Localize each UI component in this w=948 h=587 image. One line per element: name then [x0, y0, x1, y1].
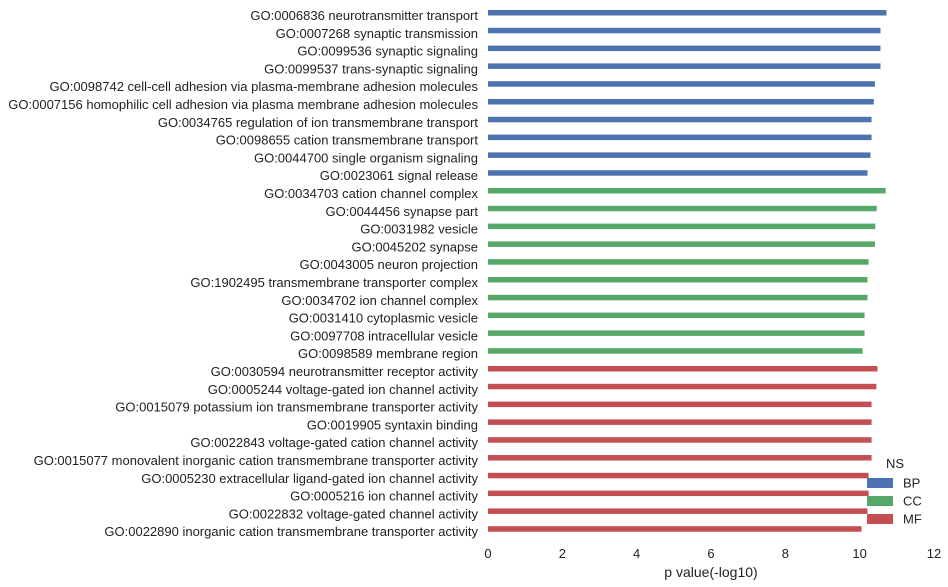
x-axis-title: p value(-log10)	[664, 564, 757, 580]
legend: NS BP CC MF	[867, 456, 922, 527]
x-tick-label: 4	[633, 546, 640, 561]
category-label: GO:0023061 signal release	[320, 168, 478, 183]
bar-cc	[488, 294, 868, 301]
category-label: GO:0034702 ion channel complex	[281, 293, 478, 308]
bars-group	[488, 10, 887, 532]
category-label: GO:0031982 vesicle	[360, 222, 478, 237]
bar-mf	[488, 437, 872, 443]
x-axis-ticks-group: 0 2 4 6 8 10 12	[484, 546, 941, 561]
category-label: GO:0007268 synaptic transmission	[276, 26, 478, 41]
category-label: GO:0098655 cation transmembrane transpor…	[216, 133, 479, 148]
bar-mf	[488, 472, 869, 479]
bar-mf	[488, 383, 877, 390]
x-tick-label: 0	[484, 546, 491, 561]
bar-mf	[488, 455, 872, 461]
bar-cc	[488, 188, 886, 194]
bar-mf	[488, 366, 878, 372]
category-label: GO:0099537 trans-synaptic signaling	[264, 61, 478, 76]
x-tick-label: 10	[852, 546, 866, 561]
bar-cc	[488, 330, 865, 336]
category-label: GO:0019905 syntaxin binding	[307, 417, 478, 432]
bar-cc	[488, 348, 863, 354]
bar-mf	[488, 526, 862, 532]
category-label: GO:0034703 cation channel complex	[264, 186, 478, 201]
bar-bp	[488, 81, 875, 87]
legend-swatch-mf	[867, 514, 893, 524]
category-label: GO:0031410 cytoplasmic vesicle	[289, 311, 478, 326]
bar-mf	[488, 508, 868, 514]
legend-label-mf: MF	[903, 512, 922, 527]
bar-bp	[488, 99, 874, 105]
legend-swatch-bp	[867, 478, 893, 488]
legend-label-bp: BP	[903, 476, 920, 491]
bar-cc	[488, 312, 865, 319]
category-label: GO:0044700 single organism signaling	[254, 150, 478, 165]
category-label: GO:0005230 extracellular ligand-gated io…	[141, 471, 478, 486]
category-label: GO:0022890 inorganic cation transmembran…	[104, 524, 478, 539]
bar-bp	[488, 116, 872, 123]
category-label: GO:0006836 neurotransmitter transport	[250, 8, 478, 23]
category-label: GO:0097708 intracellular vesicle	[290, 328, 478, 343]
category-label: GO:0022843 voltage-gated cation channel …	[190, 435, 478, 450]
category-label: GO:0005244 voltage-gated ion channel act…	[208, 382, 479, 397]
category-label: GO:0015079 potassium ion transmembrane t…	[115, 400, 478, 415]
x-tick-label: 2	[559, 546, 566, 561]
category-label: GO:0098589 membrane region	[298, 346, 478, 361]
legend-label-cc: CC	[903, 494, 922, 509]
category-label: GO:0005216 ion channel activity	[290, 489, 478, 504]
bar-cc	[488, 241, 875, 247]
x-tick-label: 12	[927, 546, 941, 561]
bar-bp	[488, 45, 881, 52]
bar-bp	[488, 170, 868, 176]
category-label: GO:0099536 synaptic signaling	[297, 44, 478, 59]
category-label: GO:0015077 monovalent inorganic cation t…	[34, 453, 479, 468]
bar-bp	[488, 152, 871, 158]
bar-mf	[488, 401, 872, 408]
bar-cc	[488, 259, 869, 265]
bar-mf	[488, 419, 872, 425]
bar-cc	[488, 223, 876, 230]
category-label: GO:0045202 synapse	[352, 239, 478, 254]
category-label: GO:0043005 neuron projection	[299, 257, 478, 272]
bar-bp	[488, 10, 887, 16]
bar-bp	[488, 63, 881, 69]
bar-bp	[488, 27, 881, 34]
category-label: GO:0007156 homophilic cell adhesion via …	[8, 97, 478, 112]
x-tick-label: 8	[782, 546, 789, 561]
category-label: GO:0044456 synapse part	[326, 204, 479, 219]
legend-swatch-cc	[867, 496, 893, 506]
x-tick-label: 6	[707, 546, 714, 561]
legend-title: NS	[886, 456, 904, 471]
category-label: GO:0030594 neurotransmitter receptor act…	[211, 364, 479, 379]
bar-mf	[488, 490, 869, 497]
category-labels-group: GO:0006836 neurotransmitter transport GO:…	[8, 8, 478, 539]
category-label: GO:1902495 transmembrane transporter com…	[190, 275, 478, 290]
category-label: GO:0034765 regulation of ion transmembra…	[158, 115, 479, 130]
category-label: GO:0022832 voltage-gated channel activit…	[229, 506, 479, 521]
bar-cc	[488, 205, 877, 212]
category-label: GO:0098742 cell-cell adhesion via plasma…	[49, 79, 478, 94]
bar-bp	[488, 134, 872, 141]
bar-cc	[488, 277, 868, 283]
